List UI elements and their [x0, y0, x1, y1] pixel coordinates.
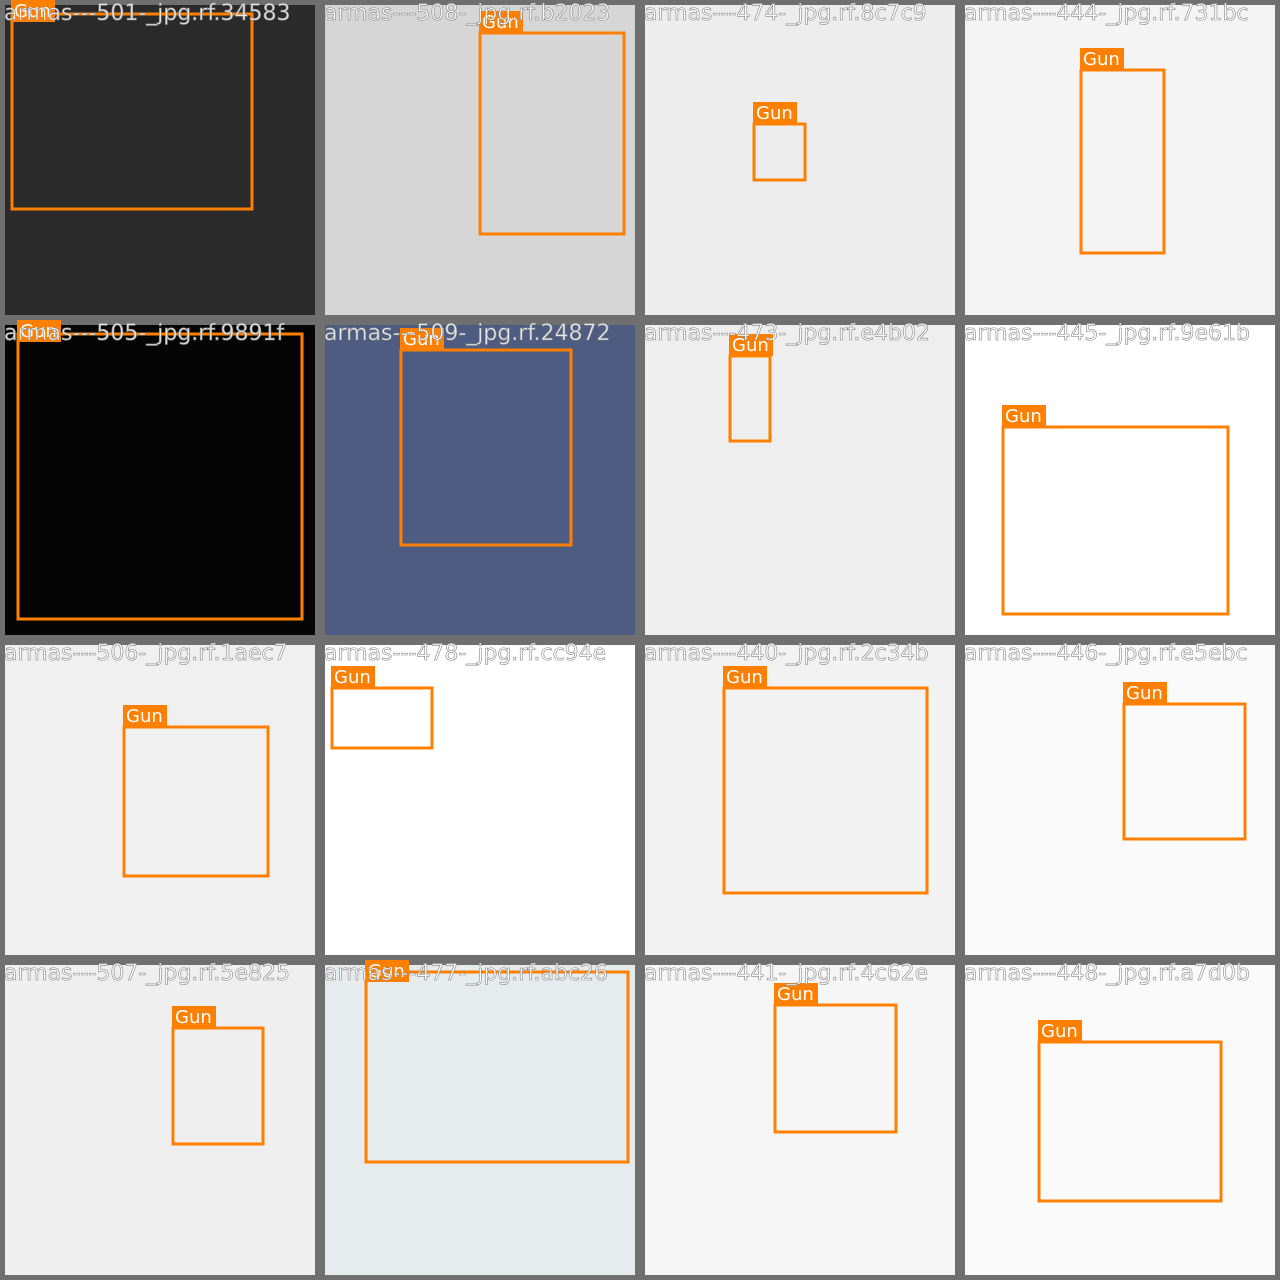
tile: Gun armas---446-_jpg.rf.e5ebc: [964, 641, 1275, 955]
tile-image: [5, 5, 315, 315]
box-label: Gun: [1083, 49, 1120, 70]
bounding-box: [773, 1003, 898, 1134]
box-label: Gun: [334, 667, 371, 688]
tile-filename: armas---501-_jpg.rf.34583: [4, 1, 290, 26]
box-label: Gun: [1126, 683, 1163, 704]
tile: Gun armas---507-_jpg.rf.5e825: [4, 961, 315, 1275]
tile-image: [965, 965, 1275, 1275]
tile-filename: armas---478-_jpg.rf.cc94e: [324, 641, 606, 666]
tile-image: [645, 645, 955, 955]
box-label-bg: [365, 960, 409, 982]
tile-image: [5, 645, 315, 955]
box-label-bg: [1123, 682, 1167, 704]
box-label-bg: [774, 983, 818, 1005]
bounding-box: [399, 348, 573, 547]
box-label: Gun: [732, 335, 769, 356]
box-label: Gun: [403, 329, 440, 350]
tile: Gun armas---448-_jpg.rf.a7d0b: [964, 961, 1275, 1275]
tile-filename: armas---473-_jpg.rf.e4b02: [644, 321, 930, 346]
tile-filename: armas---507-_jpg.rf.5e825: [4, 961, 290, 986]
bounding-box: [1037, 1040, 1223, 1203]
box-label-bg: [1080, 48, 1124, 70]
box-label: Gun: [777, 984, 814, 1005]
tile-image: [965, 325, 1275, 635]
box-label: Gun: [756, 103, 793, 124]
box-label-bg: [172, 1006, 216, 1028]
bounding-box: [10, 12, 254, 211]
bounding-box: [478, 31, 626, 236]
bounding-box: [364, 970, 630, 1164]
box-label-bg: [479, 11, 523, 33]
tile-filename: armas---505-_jpg.rf.9891f: [4, 321, 285, 346]
tile-image: [325, 325, 635, 635]
box-label-bg: [17, 320, 61, 342]
tile: Gun armas---445-_jpg.rf.9e61b: [964, 321, 1275, 635]
tile-filename: armas---509-_jpg.rf.24872: [324, 321, 610, 346]
box-label: Gun: [175, 1007, 212, 1028]
box-label: Gun: [20, 321, 57, 342]
box-label-bg: [123, 705, 167, 727]
bounding-box: [1001, 425, 1230, 616]
tile-filename: armas---506-_jpg.rf.1aec7: [4, 641, 288, 666]
tile: Gun armas---474-_jpg.rf.8c7c9: [644, 1, 955, 315]
box-label-bg: [723, 666, 767, 688]
box-label: Gun: [482, 12, 519, 33]
box-label-bg: [400, 328, 444, 350]
box-label-bg: [11, 0, 55, 22]
box-label-bg: [1002, 405, 1046, 427]
tile-image: [645, 5, 955, 315]
bounding-box: [1122, 702, 1247, 841]
tile-image: [325, 645, 635, 955]
tile-image: [965, 645, 1275, 955]
tile-filename: armas---440-_jpg.rf.2c34b: [644, 641, 929, 666]
bounding-box: [722, 686, 929, 895]
box-label: Gun: [126, 706, 163, 727]
tile-image: [645, 325, 955, 635]
tile-image: [5, 965, 315, 1275]
box-label: Gun: [1041, 1021, 1078, 1042]
box-label-bg: [729, 334, 773, 356]
box-label-bg: [753, 102, 797, 124]
tile-image: [5, 325, 315, 635]
box-label-bg: [1038, 1020, 1082, 1042]
box-label: Gun: [1005, 406, 1042, 427]
bounding-box: [122, 725, 270, 878]
box-label: Gun: [368, 961, 405, 982]
tile-filename: armas---444-_jpg.rf.731bc: [964, 1, 1249, 26]
bounding-box: [171, 1026, 265, 1146]
tile: Gun armas---444-_jpg.rf.731bc: [964, 1, 1275, 315]
tile: Gun armas---506-_jpg.rf.1aec7: [4, 641, 315, 955]
tile-filename: armas---474-_jpg.rf.8c7c9: [644, 1, 927, 26]
tile-filename: armas---445-_jpg.rf.9e61b: [964, 321, 1250, 346]
tile-filename: armas---446-_jpg.rf.e5ebc: [964, 641, 1248, 666]
bounding-box: [16, 332, 304, 621]
box-label: Gun: [14, 1, 51, 22]
bounding-box: [330, 686, 434, 750]
tile-image: [645, 965, 955, 1275]
tile-image: [325, 965, 635, 1275]
tile-filename: armas---448-_jpg.rf.a7d0b: [964, 961, 1250, 986]
box-label: Gun: [726, 667, 763, 688]
tile-filename: armas---477-_jpg.rf.abc26: [324, 961, 608, 986]
box-label-bg: [331, 666, 375, 688]
tile-filename: armas---508-_jpg.rf.b2023: [324, 1, 610, 26]
tile-filename: armas---441-_jpg.rf.4c62e: [644, 961, 928, 986]
